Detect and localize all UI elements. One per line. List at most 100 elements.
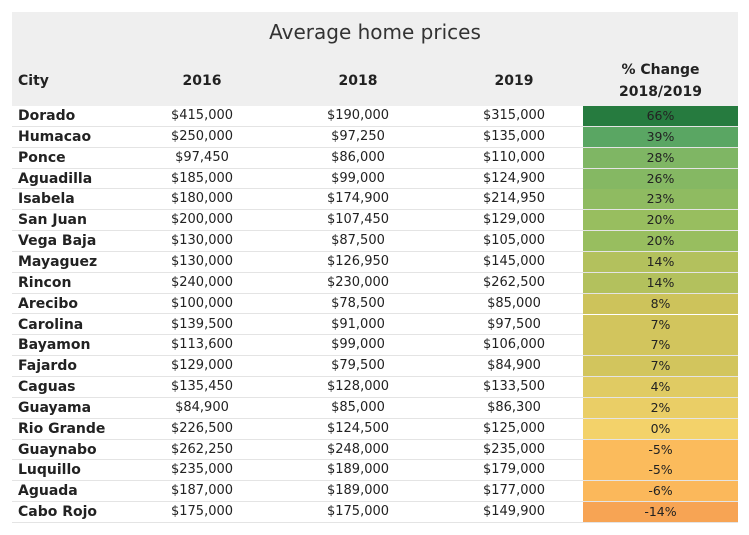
- cell-2016: $226,500: [170, 420, 234, 436]
- cell-2016: $84,900: [175, 399, 229, 415]
- table-title: Average home prices: [269, 20, 481, 44]
- table-row: Caguas $135,450 $128,000 $133,500 4%: [12, 377, 738, 398]
- cell-city: Isabela: [18, 191, 75, 208]
- cell-2019: $145,000: [482, 253, 546, 269]
- cell-2016: $185,000: [170, 170, 234, 186]
- cell-pct-change: 23%: [583, 189, 738, 210]
- header-pct-change-line1: % Change: [621, 62, 700, 78]
- cell-2018: $189,000: [326, 462, 390, 478]
- cell-pct-change: 4%: [583, 377, 738, 398]
- cell-2019: $149,900: [482, 504, 546, 520]
- table-row: Dorado $415,000 $190,000 $315,000 66%: [12, 106, 738, 127]
- table-row: Arecibo $100,000 $78,500 $85,000 8%: [12, 293, 738, 315]
- cell-2018: $97,250: [331, 128, 385, 144]
- cell-2019: $105,000: [482, 233, 546, 249]
- table-row: Guayama $84,900 $85,000 $86,300 2%: [12, 397, 738, 419]
- header-2019: 2019: [494, 73, 534, 89]
- cell-pct-change: 14%: [583, 251, 738, 272]
- cell-city: Arecibo: [18, 295, 78, 312]
- cell-2019: $97,500: [487, 316, 541, 332]
- cell-pct-change: 8%: [583, 293, 738, 314]
- cell-2016: $113,600: [170, 337, 234, 353]
- cell-city: Carolina: [18, 316, 84, 333]
- header-2018: 2018: [338, 73, 378, 89]
- cell-city: Humacao: [18, 128, 92, 145]
- cell-2019: $133,500: [482, 379, 546, 395]
- cell-2019: $85,000: [487, 295, 541, 311]
- cell-pct-change: 28%: [583, 147, 738, 168]
- cell-2016: $415,000: [170, 108, 234, 123]
- cell-city: Aguadilla: [18, 170, 93, 187]
- cell-city: Cabo Rojo: [18, 504, 98, 521]
- cell-city: Guayama: [18, 399, 92, 416]
- header-2016: 2016: [182, 73, 222, 89]
- table-row: Cabo Rojo $175,000 $175,000 $149,900 -14%: [12, 502, 738, 523]
- cell-2019: $315,000: [482, 108, 546, 123]
- cell-2019: $106,000: [482, 337, 546, 353]
- cell-2019: $177,000: [482, 483, 546, 499]
- cell-2018: $128,000: [326, 379, 390, 395]
- table-row: Bayamon $113,600 $99,000 $106,000 7%: [12, 335, 738, 357]
- cell-pct-change: -14%: [583, 502, 738, 523]
- cell-2018: $85,000: [331, 399, 385, 415]
- cell-city: San Juan: [18, 212, 87, 229]
- table-container: Average home prices City 2016 2018 2019 …: [12, 12, 738, 523]
- cell-2018: $126,950: [326, 253, 390, 269]
- cell-pct-change: -5%: [583, 460, 738, 481]
- cell-pct-change: 7%: [583, 356, 738, 377]
- header-pct-change-line2: 2018/2019: [618, 84, 703, 100]
- table-row: Isabela $180,000 $174,900 $214,950 23%: [12, 189, 738, 211]
- cell-city: Aguada: [18, 483, 78, 500]
- cell-2016: $130,000: [170, 233, 234, 249]
- table-row: Luquillo $235,000 $189,000 $179,000 -5%: [12, 460, 738, 482]
- cell-2018: $99,000: [331, 337, 385, 353]
- table-row: Rincon $240,000 $230,000 $262,500 14%: [12, 272, 738, 294]
- table-row: Mayaguez $130,000 $126,950 $145,000 14%: [12, 251, 738, 273]
- cell-2018: $107,450: [326, 212, 390, 228]
- cell-pct-change: 2%: [583, 397, 738, 418]
- cell-2016: $130,000: [170, 253, 234, 269]
- table-row: Aguada $187,000 $189,000 $177,000 -6%: [12, 481, 738, 503]
- table-row: San Juan $200,000 $107,450 $129,000 20%: [12, 210, 738, 232]
- cell-2018: $78,500: [331, 295, 385, 311]
- cell-2018: $174,900: [326, 191, 390, 207]
- cell-2019: $235,000: [482, 441, 546, 457]
- cell-2019: $110,000: [482, 149, 546, 165]
- cell-2019: $86,300: [487, 399, 541, 415]
- table-row: Aguadilla $185,000 $99,000 $124,900 26%: [12, 168, 738, 190]
- cell-city: Rio Grande: [18, 420, 106, 437]
- cell-2019: $84,900: [487, 358, 541, 374]
- cell-2019: $124,900: [482, 170, 546, 186]
- cell-2019: $262,500: [482, 274, 546, 290]
- table-row: Humacao $250,000 $97,250 $135,000 39%: [12, 126, 738, 148]
- cell-2018: $91,000: [331, 316, 385, 332]
- cell-pct-change: 20%: [583, 210, 738, 231]
- cell-2016: $129,000: [170, 358, 234, 374]
- cell-2018: $79,500: [331, 358, 385, 374]
- cell-pct-change: 39%: [583, 126, 738, 147]
- cell-pct-change: 26%: [583, 168, 738, 189]
- cell-city: Rincon: [18, 274, 72, 291]
- cell-2016: $175,000: [170, 504, 234, 520]
- cell-2016: $135,450: [170, 379, 234, 395]
- cell-2016: $100,000: [170, 295, 234, 311]
- header-city: City: [18, 73, 49, 89]
- cell-2019: $135,000: [482, 128, 546, 144]
- cell-2016: $240,000: [170, 274, 234, 290]
- cell-2019: $179,000: [482, 462, 546, 478]
- cell-city: Fajardo: [18, 358, 77, 375]
- cell-city: Vega Baja: [18, 233, 97, 250]
- cell-2016: $97,450: [175, 149, 229, 165]
- cell-city: Dorado: [18, 108, 76, 124]
- cell-2018: $87,500: [331, 233, 385, 249]
- cell-pct-change: 7%: [583, 314, 738, 335]
- table-row: Guaynabo $262,250 $248,000 $235,000 -5%: [12, 439, 738, 461]
- table-row: Fajardo $129,000 $79,500 $84,900 7%: [12, 356, 738, 378]
- cell-2019: $125,000: [482, 420, 546, 436]
- cell-2016: $180,000: [170, 191, 234, 207]
- cell-pct-change: 7%: [583, 335, 738, 356]
- table-row: Rio Grande $226,500 $124,500 $125,000 0%: [12, 418, 738, 440]
- cell-city: Bayamon: [18, 337, 91, 354]
- cell-2019: $129,000: [482, 212, 546, 228]
- cell-city: Guaynabo: [18, 441, 97, 458]
